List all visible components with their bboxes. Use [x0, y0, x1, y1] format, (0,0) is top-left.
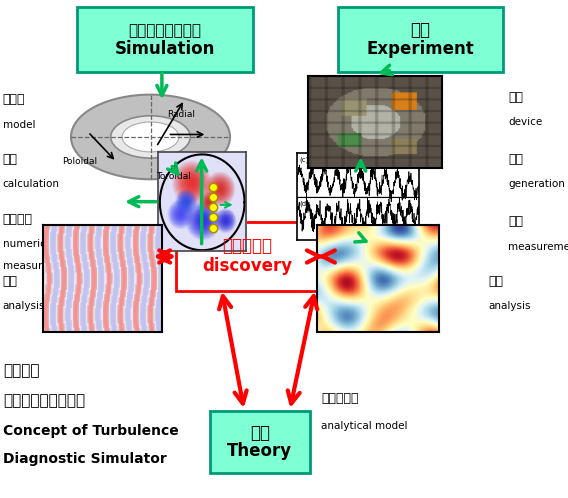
Ellipse shape [122, 122, 179, 152]
Text: モデル: モデル [3, 93, 26, 106]
Text: Radial: Radial [168, 110, 195, 119]
Text: analysis: analysis [3, 301, 45, 311]
Text: シミュレーション: シミュレーション [128, 23, 201, 38]
Text: Theory: Theory [227, 442, 293, 460]
Text: calculation: calculation [3, 179, 60, 189]
Text: 実験: 実験 [410, 21, 431, 39]
Ellipse shape [111, 116, 190, 158]
Text: measurement: measurement [508, 242, 568, 251]
Text: 理論: 理論 [250, 424, 270, 442]
Text: analytical model: analytical model [321, 421, 407, 431]
Text: 装置: 装置 [508, 91, 523, 104]
Text: generation: generation [508, 179, 565, 189]
Text: Experiment: Experiment [366, 40, 474, 58]
Text: Simulation: Simulation [115, 40, 215, 58]
Text: model: model [3, 120, 35, 129]
Text: Toroidal: Toroidal [156, 172, 191, 181]
Text: 計測: 計測 [508, 215, 523, 228]
Text: シミュレータ概念図: シミュレータ概念図 [3, 393, 85, 408]
FancyBboxPatch shape [176, 222, 318, 291]
Text: 解析モデル: 解析モデル [321, 392, 358, 405]
Text: 計算: 計算 [3, 153, 18, 166]
Text: 法則の発見: 法則の発見 [222, 237, 272, 255]
Text: numerical: numerical [3, 239, 55, 249]
Text: device: device [508, 117, 542, 127]
Text: Poloidal: Poloidal [62, 157, 98, 166]
FancyBboxPatch shape [338, 7, 503, 72]
Text: discovery: discovery [202, 257, 292, 275]
FancyBboxPatch shape [77, 7, 253, 72]
Text: 数値診断: 数値診断 [3, 213, 33, 226]
Text: 生成: 生成 [508, 153, 523, 166]
Text: 乱流計測: 乱流計測 [3, 364, 39, 378]
Text: Concept of Turbulence: Concept of Turbulence [3, 424, 178, 438]
Ellipse shape [71, 95, 230, 179]
Text: 解析: 解析 [3, 275, 18, 288]
Text: Diagnostic Simulator: Diagnostic Simulator [3, 452, 166, 466]
Text: 解析: 解析 [488, 275, 503, 288]
Text: measurement: measurement [3, 261, 76, 271]
FancyBboxPatch shape [210, 411, 310, 473]
Text: analysis: analysis [488, 301, 531, 311]
